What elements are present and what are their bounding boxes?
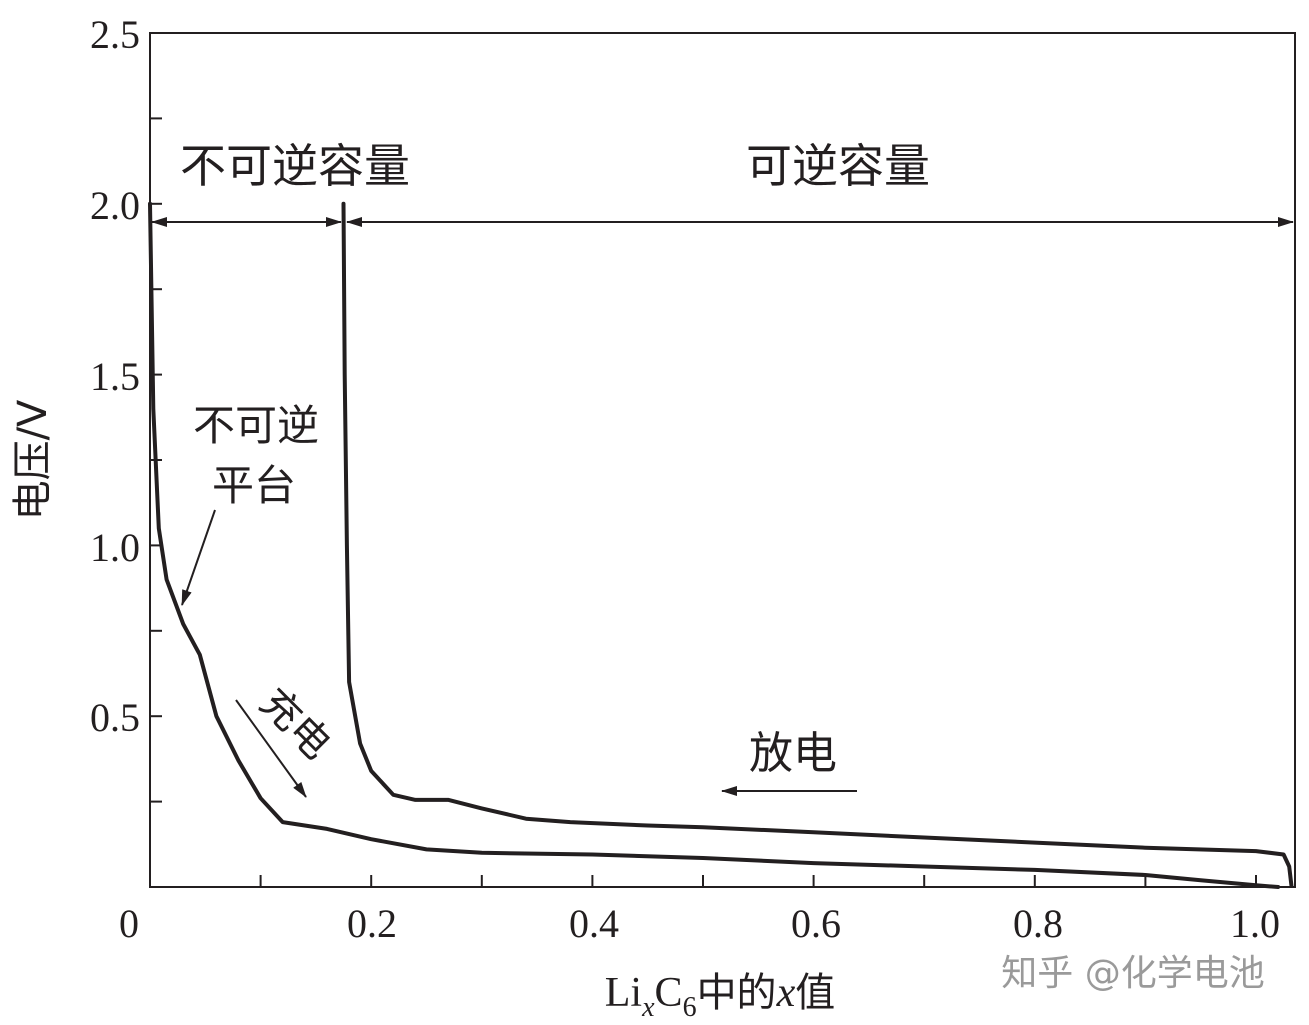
irreversible-plateau-label-line2: 平台 (212, 461, 296, 510)
watermark: 知乎 @化学电池 (1001, 953, 1264, 994)
reversible-capacity-label: 可逆容量 (746, 139, 930, 193)
x-tick-label: 0.6 (791, 901, 841, 946)
irreversible-capacity-label: 不可逆容量 (180, 139, 410, 193)
tick-marks (150, 117, 1257, 887)
discharge-curve (341, 201, 1294, 888)
x-axis-label: LixC6中的x值 (605, 970, 835, 1023)
charge-curve (148, 201, 1281, 889)
discharge-label: 放电 (749, 728, 837, 779)
y-tick-label: 0.5 (90, 695, 140, 740)
x-tick-label: 1.0 (1230, 901, 1280, 946)
x-label-zhongde: 中的 (697, 970, 777, 1016)
x-label-li: Li (605, 970, 642, 1016)
y-tick-label: 2.0 (90, 183, 140, 228)
x-label-zhi: 值 (795, 970, 835, 1016)
y-tick-labels: 0.5 1.0 1.5 2.0 2.5 (90, 12, 140, 740)
y-tick-label: 1.0 (90, 525, 140, 570)
y-axis-label: 电压/V (10, 399, 56, 520)
series-layer (148, 201, 1294, 889)
x-tick-label: 0 (119, 901, 139, 946)
x-tick-labels: 0 0.2 0.4 0.6 0.8 1.0 (119, 901, 1280, 946)
x-label-sub-x: x (641, 992, 655, 1023)
x-label-sub-6: 6 (683, 992, 697, 1023)
x-tick-label: 0.4 (569, 901, 619, 946)
irreversible-plateau-label-line1: 不可逆 (193, 401, 319, 450)
y-tick-label: 1.5 (90, 354, 140, 399)
charge-label: 充电 (251, 679, 340, 768)
charge-direction-arrow (235, 699, 307, 798)
y-tick-label: 2.5 (90, 12, 140, 57)
x-label-var: x (776, 970, 796, 1016)
x-tick-label: 0.2 (347, 901, 397, 946)
plateau-pointer-arrow (181, 509, 216, 606)
x-tick-label: 0.8 (1013, 901, 1063, 946)
x-label-c: C (655, 970, 683, 1016)
